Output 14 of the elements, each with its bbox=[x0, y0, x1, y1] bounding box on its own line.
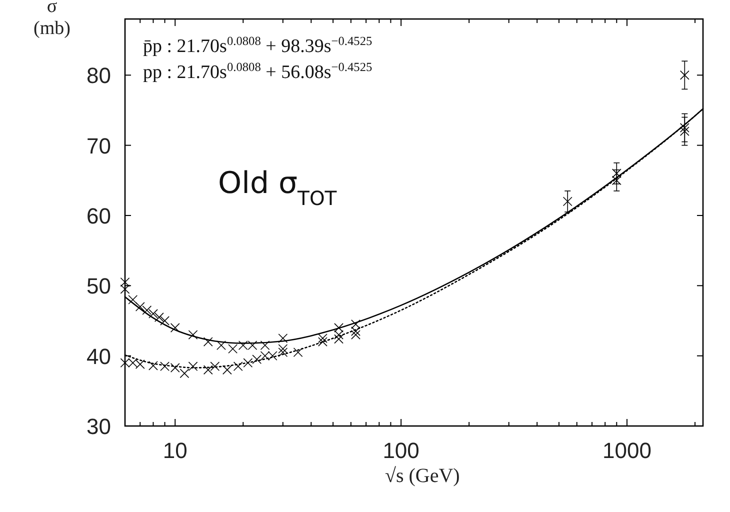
annotation: pp : 21.70s$^{0.0808}$ + 56.08s$^{−0.4525}$ bbox=[143, 60, 372, 83]
annotation: p̄p : 21.70s$^{0.0808}$ + 98.39s$^{−0.4525}$ bbox=[143, 34, 372, 57]
x-tick-label: 1000 bbox=[602, 438, 652, 463]
x-tick-label: 10 bbox=[162, 438, 188, 463]
x-axis-title: √s (GeV) bbox=[385, 465, 460, 487]
x-tick-label: 100 bbox=[382, 438, 420, 463]
y-tick-label: 50 bbox=[86, 274, 111, 299]
y-axis-title: σ (mb) bbox=[34, 0, 70, 39]
y-tick-label: 80 bbox=[86, 63, 111, 88]
y-tick-label: 60 bbox=[86, 203, 111, 228]
y-tick-label: 40 bbox=[86, 344, 111, 369]
y-tick-label: 70 bbox=[86, 133, 111, 158]
annotation: Old σ$_{TOT}$ bbox=[218, 166, 337, 210]
y-tick-label: 30 bbox=[86, 414, 111, 439]
